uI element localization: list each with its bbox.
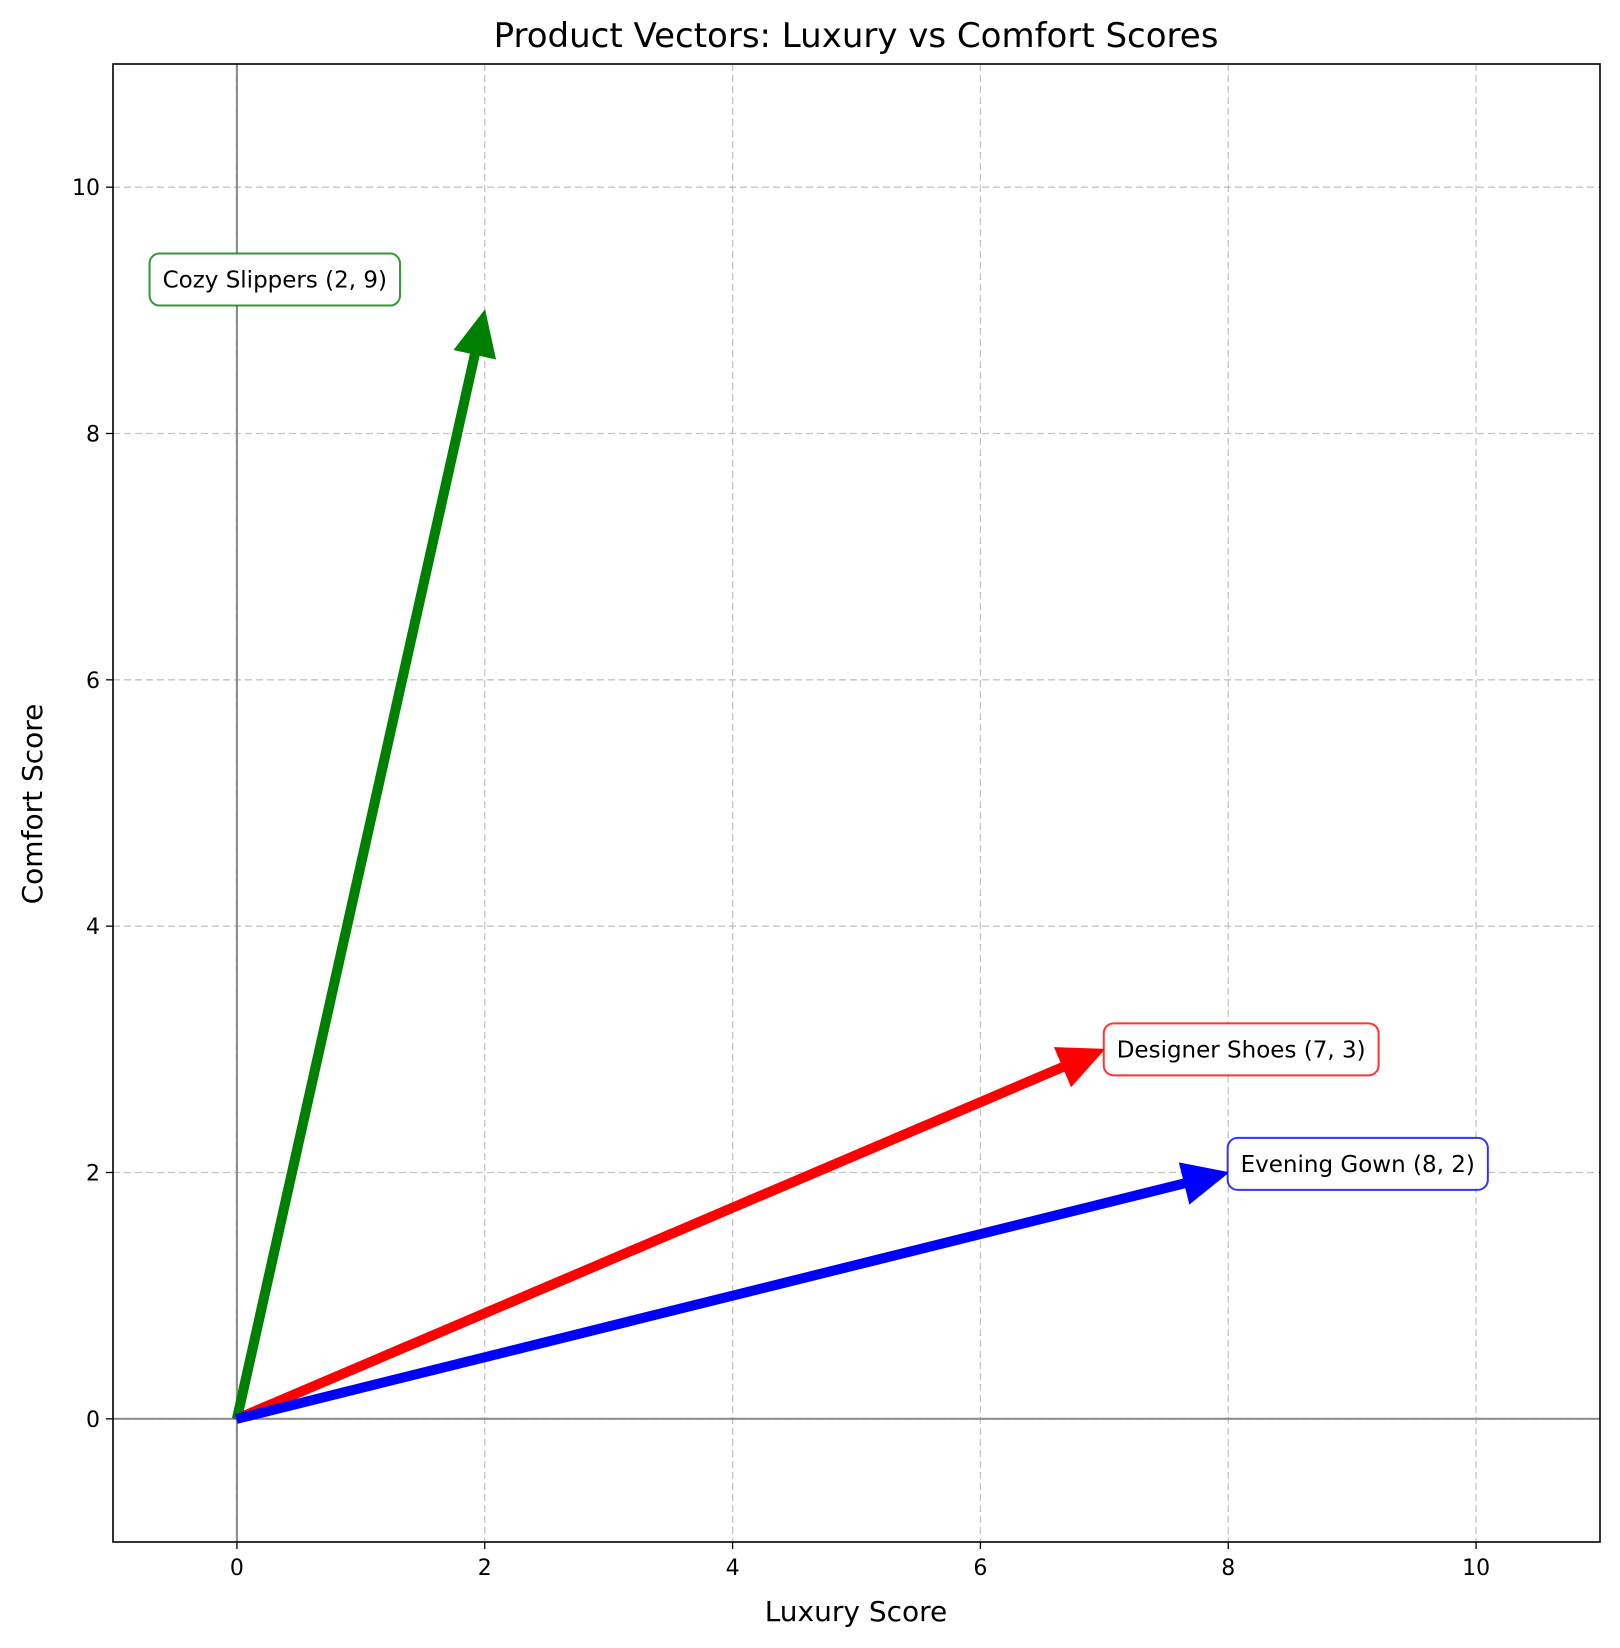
origin-lines <box>113 64 1600 1542</box>
vector-arrow <box>231 309 497 1421</box>
annotations: Designer Shoes (7, 3) Cozy Slippers (2, 9… <box>148 252 1489 1191</box>
chart-title: Product Vectors: Luxury vs Comfort Score… <box>494 16 1219 56</box>
x-tick-label: 4 <box>726 1556 740 1581</box>
vector-label-box <box>1226 1136 1489 1191</box>
x-tick-label: 0 <box>230 1556 244 1581</box>
y-tick-label: 4 <box>86 915 100 940</box>
vector-label: Designer Shoes (7, 3) <box>1117 1037 1366 1063</box>
vector-arrow <box>235 1162 1230 1424</box>
vectors <box>231 309 1230 1424</box>
y-axis-label: Comfort Score <box>16 704 49 905</box>
x-tick-label: 6 <box>973 1556 987 1581</box>
y-tick-label: 6 <box>86 669 100 694</box>
vector-arrow <box>234 1047 1106 1424</box>
x-tick-label: 10 <box>1462 1556 1490 1581</box>
x-tick-label: 8 <box>1221 1556 1235 1581</box>
vector-annotation: Cozy Slippers (2, 9) <box>148 252 402 307</box>
vector-label: Cozy Slippers (2, 9) <box>163 268 387 294</box>
x-tick-label: 2 <box>478 1556 492 1581</box>
vector-annotation: Evening Gown (8, 2) <box>1226 1136 1489 1191</box>
y-tick-label: 10 <box>72 176 100 201</box>
vector-label-box <box>148 252 402 307</box>
vector-label-box <box>1102 1022 1380 1077</box>
vector-annotation: Designer Shoes (7, 3) <box>1102 1022 1380 1077</box>
vector-label: Evening Gown (8, 2) <box>1241 1152 1475 1178</box>
y-tick-label: 8 <box>86 423 100 448</box>
x-axis-label: Luxury Score <box>765 1595 948 1628</box>
y-tick-label: 0 <box>86 1408 100 1433</box>
ticks: 0 2 4 6 8 10 0 2 4 6 8 10 <box>72 176 1490 1581</box>
plot-frame <box>112 63 1601 1543</box>
y-tick-label: 2 <box>86 1162 100 1187</box>
